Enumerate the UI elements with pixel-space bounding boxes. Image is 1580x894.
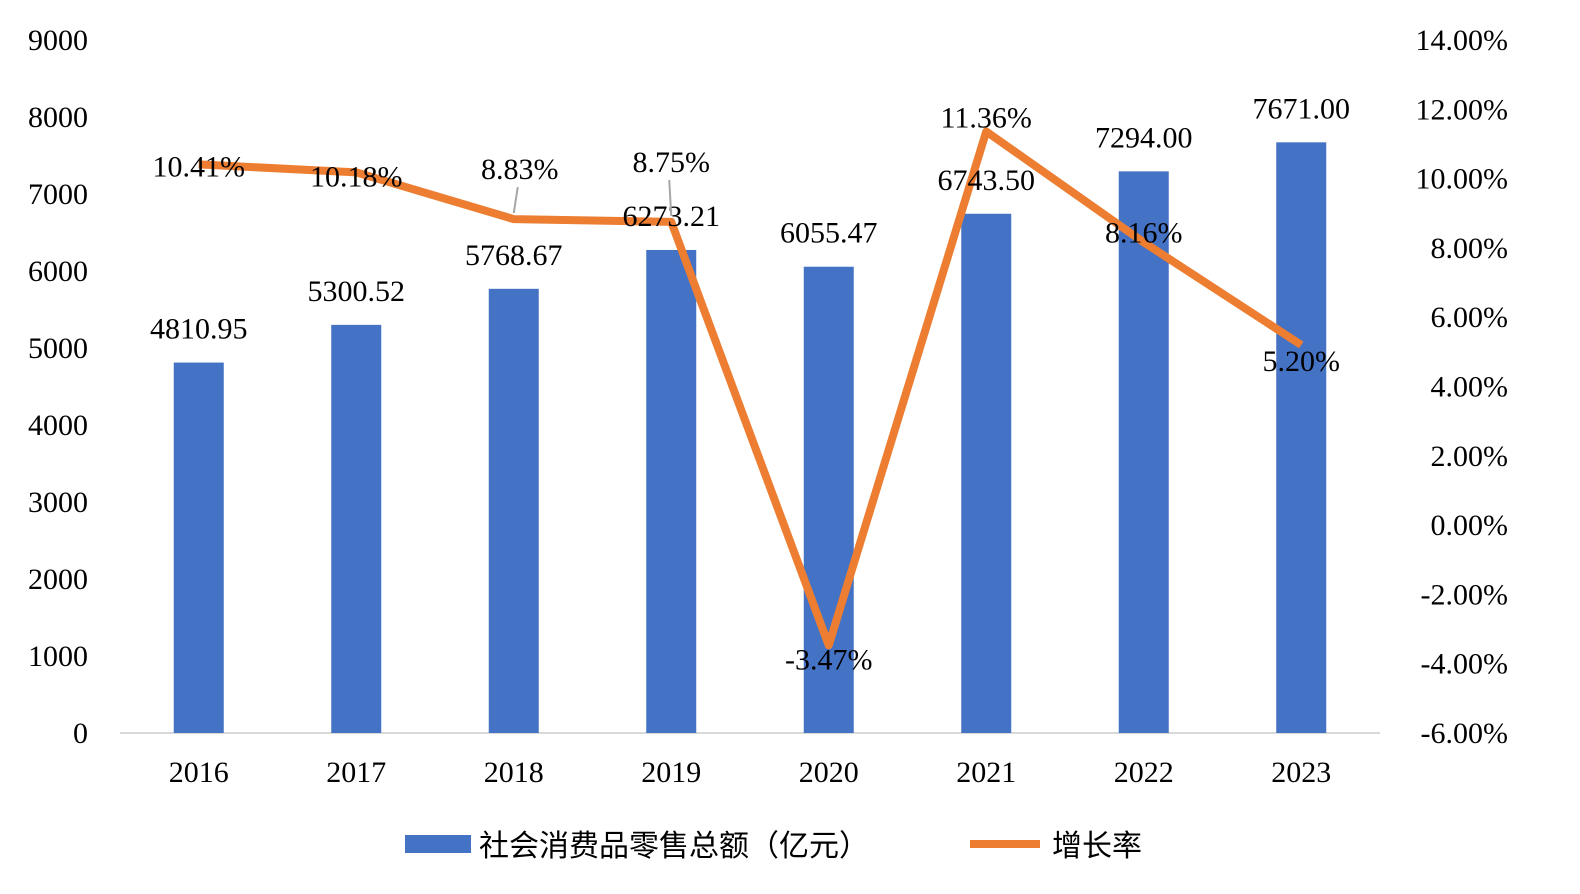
left-tick-label: 7000 xyxy=(28,178,88,211)
line-value-label: 8.16% xyxy=(1105,216,1183,249)
legend-label-bar: 社会消费品零售总额（亿元） xyxy=(479,829,869,864)
left-y-axis: 0 1000 2000 3000 4000 5000 6000 7000 8000 9000 xyxy=(28,24,88,750)
line-value-label: 11.36% xyxy=(941,101,1032,134)
bar-value-label: 5768.67 xyxy=(465,239,563,272)
right-tick-label: -4.00% xyxy=(1421,648,1508,681)
line-value-label: 10.18% xyxy=(310,160,403,193)
right-tick-label: 6.00% xyxy=(1431,301,1509,334)
x-tick-label: 2020 xyxy=(799,756,859,789)
legend-label-line: 增长率 xyxy=(1052,829,1142,864)
line-value-label: -3.47% xyxy=(785,643,872,676)
bar-value-label: 7671.00 xyxy=(1253,92,1351,125)
left-tick-label: 8000 xyxy=(28,101,88,134)
legend: 社会消费品零售总额（亿元） 增长率 xyxy=(405,829,1142,864)
bar-value-label: 4810.95 xyxy=(150,313,248,346)
bar-2023 xyxy=(1276,142,1327,733)
right-tick-label: 10.00% xyxy=(1416,163,1509,196)
x-tick-label: 2017 xyxy=(326,756,386,789)
line-value-label: 10.41% xyxy=(153,150,246,183)
leader-line xyxy=(512,186,519,214)
bar-2018 xyxy=(488,288,539,733)
right-tick-label: 14.00% xyxy=(1416,24,1509,57)
bar-2020 xyxy=(803,266,854,733)
bar-2022 xyxy=(1118,171,1169,733)
x-tick-label: 2019 xyxy=(641,756,701,789)
right-tick-label: 8.00% xyxy=(1431,232,1509,265)
bar-value-label: 5300.52 xyxy=(308,275,406,308)
growth-rate-line xyxy=(198,127,1304,650)
line-value-label: 8.83% xyxy=(481,153,559,186)
bar-2019 xyxy=(646,249,697,733)
right-tick-label: -2.00% xyxy=(1421,578,1508,611)
right-tick-label: 2.00% xyxy=(1431,440,1509,473)
left-tick-label: 4000 xyxy=(28,409,88,442)
bar-value-label: 6055.47 xyxy=(780,217,878,250)
legend-swatch-bar xyxy=(405,835,471,853)
bar-2016 xyxy=(173,362,224,733)
bar-2021 xyxy=(961,213,1012,734)
right-tick-label: 4.00% xyxy=(1431,371,1509,404)
bar-2017 xyxy=(331,324,382,733)
x-tick-label: 2022 xyxy=(1114,756,1174,789)
right-tick-label: -6.00% xyxy=(1421,717,1508,750)
right-tick-label: 12.00% xyxy=(1416,93,1509,126)
x-tick-label: 2016 xyxy=(169,756,229,789)
line-series xyxy=(198,127,1304,650)
left-tick-label: 6000 xyxy=(28,255,88,288)
left-tick-label: 0 xyxy=(73,717,88,750)
right-tick-label: 0.00% xyxy=(1431,509,1509,542)
left-tick-label: 2000 xyxy=(28,563,88,596)
x-tick-label: 2021 xyxy=(956,756,1016,789)
right-y-axis: -6.00% -4.00% -2.00% 0.00% 2.00% 4.00% 6.00% 8.… xyxy=(1416,24,1509,750)
x-tick-label: 2018 xyxy=(484,756,544,789)
line-value-label: 8.75% xyxy=(633,146,711,179)
left-tick-label: 1000 xyxy=(28,640,88,673)
bar-value-label: 7294.00 xyxy=(1095,121,1193,154)
bar-series xyxy=(173,142,1327,734)
bar-value-label: 6743.50 xyxy=(938,164,1036,197)
x-tick-label: 2023 xyxy=(1271,756,1331,789)
bar-data-labels: 4810.955300.525768.676273.216055.476743.… xyxy=(150,92,1350,345)
line-data-labels: 10.41% 10.18% 8.83% 8.75% -3.47% 11.36% 8.16% 5… xyxy=(153,101,1341,676)
left-tick-label: 5000 xyxy=(28,332,88,365)
leader-line xyxy=(668,179,673,216)
left-tick-label: 9000 xyxy=(28,24,88,57)
left-tick-label: 3000 xyxy=(28,486,88,519)
x-axis-ticks: 2016 2017 2018 2019 2020 2021 2022 2023 xyxy=(169,756,1332,789)
line-value-label: 5.20% xyxy=(1263,345,1341,378)
